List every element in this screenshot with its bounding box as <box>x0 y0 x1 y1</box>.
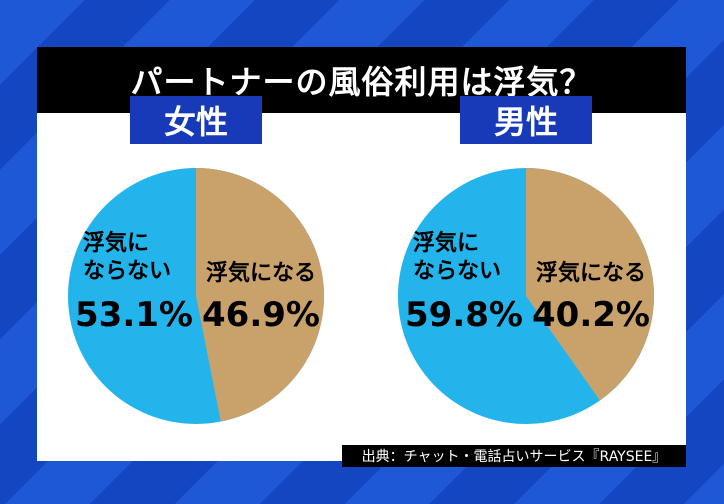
source-caption: 出典：チャット・電話占いサービス『RAYSEE』 <box>342 445 686 467</box>
data-label: 40.2% <box>532 295 650 335</box>
slice-cheating <box>526 168 654 401</box>
data-label: 53.1% <box>75 295 193 335</box>
slice-label: 浮気になる <box>536 260 646 286</box>
slice-label: ならない <box>83 259 171 284</box>
slice-cheating <box>196 168 325 422</box>
slice-label: ならない <box>413 259 501 284</box>
chart-title-male: 男性 <box>460 96 592 144</box>
data-label: 46.9% <box>202 295 320 335</box>
slice-label: 浮気に <box>83 230 149 256</box>
slice-label: 浮気に <box>413 230 479 256</box>
chart-title-female: 女性 <box>130 96 262 144</box>
slice-label: 浮気になる <box>206 260 316 286</box>
data-label: 59.8% <box>405 295 523 335</box>
